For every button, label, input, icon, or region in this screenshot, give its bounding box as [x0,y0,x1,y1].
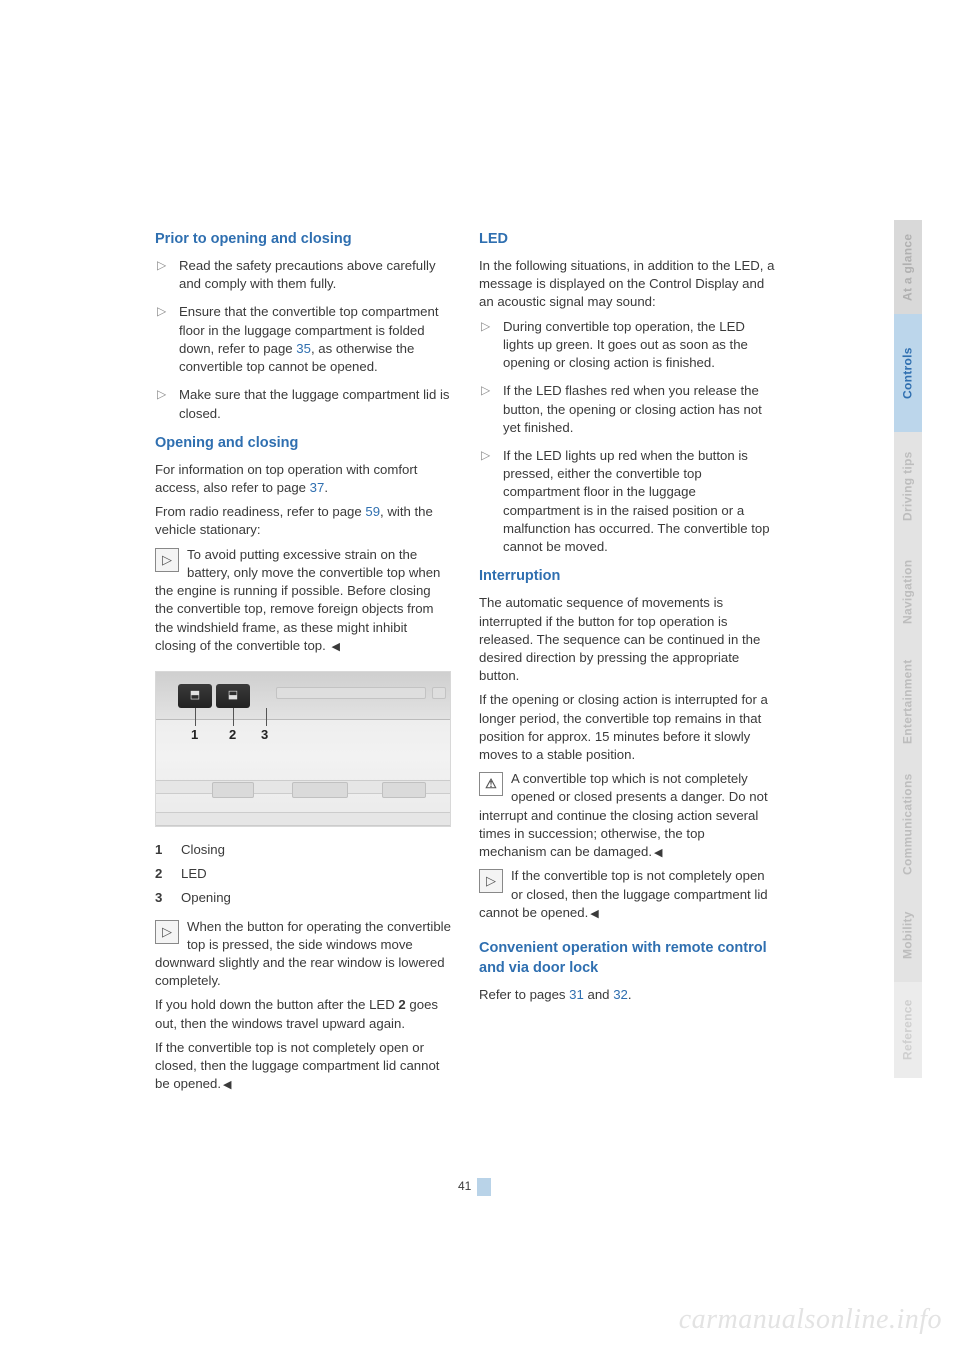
list-item: If the LED flashes red when you release … [479,382,775,437]
text: For information on top operation with co… [155,462,417,495]
text: If the convertible top is not completely… [479,868,768,919]
note-text: To avoid putting excessive strain on the… [155,547,440,653]
text: . [324,480,328,495]
list-item: If the LED lights up red when the button… [479,447,775,556]
control-panel-diagram: ⬒ ⬓ 1 2 3 [155,671,451,827]
int-p1: The automatic sequence of movements is i… [479,594,775,685]
page-ref-37[interactable]: 37 [310,480,325,495]
text: When the button for operating the conver… [155,919,451,989]
prior-list: Read the safety precautions above carefu… [155,257,451,423]
diagram-label-1: 1 [191,726,198,744]
legend-number: 3 [155,889,162,907]
page-ref-32[interactable]: 32 [613,987,628,1002]
diagram-label-3: 3 [261,726,268,744]
section-tab[interactable]: Entertainment [894,644,922,760]
text: and [584,987,613,1002]
legend-item: 1 Closing [155,841,451,859]
watermark: carmanualsonline.info [679,1301,942,1340]
right-column: LED In the following situations, in addi… [479,225,775,1100]
text: If the convertible top is not completely… [155,1040,439,1091]
end-marker: ◀ [223,1079,231,1091]
list-item: Read the safety precautions above carefu… [155,257,451,293]
warning-icon: ⚠ [479,772,503,796]
legend-text: Opening [181,890,231,905]
section-tab[interactable]: Navigation [894,540,922,644]
leader-2 [233,708,234,726]
heading-opening-closing: Opening and closing [155,433,451,453]
section-tab[interactable]: Controls [894,314,922,432]
diagram-label-2: 2 [229,726,236,744]
section-tab[interactable]: At a glance [894,220,922,314]
text: From radio readiness, refer to page [155,504,365,519]
list-item: Make sure that the luggage compartment l… [155,386,451,422]
open-p1: For information on top operation with co… [155,461,451,497]
heading-interruption: Interruption [479,566,775,586]
note-icon: ▷ [155,920,179,944]
slot-c [382,782,426,798]
heading-convenient-operation: Convenient operation with remote control… [479,938,775,978]
bottom-shelf [156,812,450,826]
note-battery: ▷ To avoid putting excessive strain on t… [155,546,451,655]
open-p2: From radio readiness, refer to page 59, … [155,503,451,539]
note-luggage: ▷ If the convertible top is not complete… [479,867,775,922]
diagram-close-button: ⬒ [178,684,212,708]
diagram-open-button: ⬓ [216,684,250,708]
list-item: During convertible top operation, the LE… [479,318,775,373]
led-intro: In the following situations, in addition… [479,257,775,312]
indicator-slot [432,687,446,699]
text: Refer to pages [479,987,569,1002]
section-tab[interactable]: Driving tips [894,432,922,540]
note-icon: ▷ [479,869,503,893]
note-windows-b: If you hold down the button after the LE… [155,996,451,1032]
page-number: 41 [458,1178,491,1196]
left-column: Prior to opening and closing Read the sa… [155,225,451,1100]
legend-item: 2 LED [155,865,451,883]
slot-b [292,782,348,798]
end-marker: ◀ [590,908,598,920]
section-tab[interactable]: Communications [894,760,922,888]
legend-text: LED [181,866,207,881]
list-item: Ensure that the convertible top compartm… [155,303,451,376]
led-list: During convertible top operation, the LE… [479,318,775,557]
legend-list: 1 Closing 2 LED 3 Opening [155,841,451,908]
leader-1 [195,708,196,726]
heading-led: LED [479,229,775,249]
end-marker: ◀ [654,847,662,859]
heading-prior: Prior to opening and closing [155,229,451,249]
note-icon: ▷ [155,548,179,572]
text: If you hold down the button after the LE… [155,997,398,1012]
section-tab[interactable]: Reference [894,982,922,1078]
vent-slot [276,687,426,699]
warning-text: A convertible top which is not completel… [479,771,768,859]
led-ref-2: 2 [398,997,405,1012]
legend-number: 1 [155,841,162,859]
text: . [628,987,632,1002]
page-ref-31[interactable]: 31 [569,987,584,1002]
legend-number: 2 [155,865,162,883]
page-ref-35[interactable]: 35 [296,341,311,356]
leader-3 [266,708,267,726]
legend-text: Closing [181,842,225,857]
slot-a [212,782,254,798]
page-number-bar [477,1178,491,1196]
page-number-value: 41 [458,1179,471,1193]
note-windows: ▷ When the button for operating the conv… [155,918,451,991]
section-tab[interactable]: Mobility [894,888,922,982]
page-ref-59[interactable]: 59 [365,504,380,519]
convenient-refer: Refer to pages 31 and 32. [479,986,775,1004]
end-marker: ◀ [331,641,339,653]
int-p2: If the opening or closing action is inte… [479,691,775,764]
legend-item: 3 Opening [155,889,451,907]
warning-block: ⚠ A convertible top which is not complet… [479,770,775,861]
section-tabs: At a glanceControlsDriving tipsNavigatio… [894,220,922,1078]
page-content: Prior to opening and closing Read the sa… [155,225,775,1100]
note-windows-c: If the convertible top is not completely… [155,1039,451,1094]
